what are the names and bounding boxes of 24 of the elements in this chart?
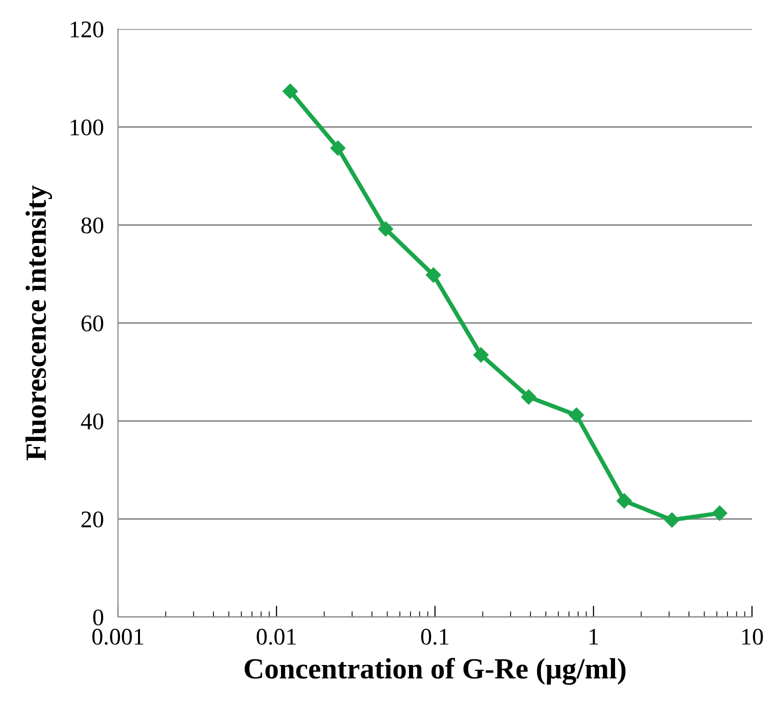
point (378, 221, 394, 236)
x-tick-label: 1 (590, 628, 598, 644)
point (473, 347, 489, 362)
point (664, 512, 680, 528)
point (568, 408, 584, 423)
x-axis-title: Concentration of G-Re (μg/ml) (244, 658, 626, 685)
y-tick-label: 80 (81, 217, 104, 234)
x-tick-label: 0.001 (92, 628, 144, 645)
point (521, 389, 536, 405)
point (282, 84, 298, 99)
y-tick-label: 20 (82, 511, 104, 528)
x-tick-label: 10 (742, 628, 763, 645)
y-tick-label: 120 (70, 21, 104, 38)
x-tick-label: 0.1 (421, 628, 448, 645)
y-tick-label: 40 (80, 413, 104, 430)
point (712, 506, 728, 521)
point (426, 267, 441, 283)
y-tick-label: 0 (93, 609, 104, 626)
y-tick-label: 60 (82, 315, 104, 332)
y-axis-title: Fluorescence intensity (25, 185, 52, 460)
x-tick-label: 0.01 (256, 628, 296, 645)
y-tick-label: 100 (70, 119, 104, 136)
point (616, 493, 632, 508)
point (330, 140, 346, 156)
